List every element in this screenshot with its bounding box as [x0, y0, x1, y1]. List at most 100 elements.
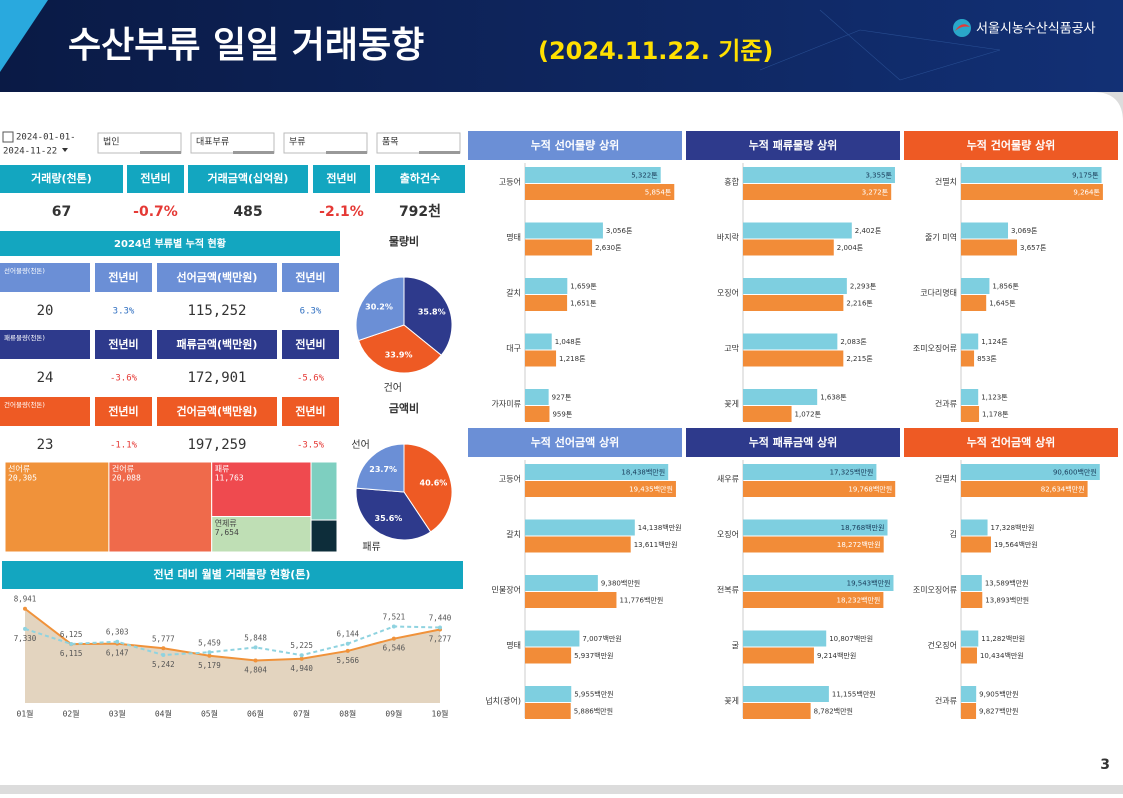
bar-label: 853톤	[977, 355, 997, 363]
bar-label: 11,282백만원	[981, 634, 1025, 643]
cum-header-label: 전년비	[108, 270, 138, 284]
bar	[743, 464, 877, 480]
area	[25, 608, 440, 703]
point	[23, 626, 27, 631]
category-label: 건과류	[935, 399, 957, 409]
point-label: 5,777	[152, 634, 175, 643]
kpi-header-label: 거래금액(십억원)	[208, 171, 289, 185]
bar	[961, 703, 977, 719]
point	[299, 653, 304, 658]
filter-label: 대표부류	[196, 137, 229, 148]
bar	[525, 350, 557, 367]
bar	[961, 647, 977, 664]
pie-value-label: 40.6%	[420, 479, 448, 488]
bar-label: 5,322톤	[631, 172, 658, 180]
bar	[961, 592, 983, 608]
bar-label: 1,178톤	[982, 411, 1009, 419]
bar-label: 3,272톤	[862, 189, 889, 197]
bar-label: 11,155백만원	[832, 690, 876, 699]
point-label: 6,144	[336, 630, 359, 639]
point-label: 7,277	[429, 635, 452, 644]
category-label: 꽃게	[724, 696, 739, 706]
bar-label: 9,264톤	[1073, 189, 1100, 197]
bar-label: 18,272백만원	[837, 540, 881, 549]
point	[23, 606, 27, 611]
bar-label: 1,124톤	[981, 338, 1008, 346]
bar	[743, 703, 811, 719]
cum-value: 172,901	[187, 370, 246, 386]
filter-dropdown	[190, 132, 275, 154]
cum-header-label: 건어물량(천톤)	[4, 400, 45, 409]
x-tick-label: 10월	[432, 709, 449, 719]
cum-header	[0, 397, 90, 426]
category-label: 민물장어	[492, 585, 521, 595]
pie-category-label: 건어	[384, 382, 402, 394]
panel-title-bar	[904, 131, 1118, 160]
filter-dropdown	[283, 132, 368, 154]
bar	[961, 333, 979, 350]
bar	[961, 184, 1103, 200]
point	[69, 641, 74, 646]
kpi-header	[375, 165, 465, 193]
panel-title: 누적 선어물량 상위	[531, 138, 620, 152]
kpi-header	[0, 165, 123, 193]
point	[207, 653, 212, 658]
kpi-header	[127, 165, 184, 193]
x-tick-label: 04월	[155, 709, 172, 719]
dropdown-caret	[62, 148, 68, 152]
bar	[743, 686, 829, 702]
category-label: 명태	[506, 640, 521, 650]
bar-label: 9,827백만원	[979, 707, 1018, 716]
bar-label: 9,380백만원	[601, 579, 640, 588]
cum-header	[157, 263, 277, 292]
category-label: 새우류	[717, 475, 739, 484]
cum-value: 23	[37, 437, 54, 453]
bar	[525, 464, 669, 480]
bar	[525, 222, 603, 239]
bar	[525, 630, 580, 647]
treemap-value: 11,763	[215, 474, 244, 483]
point-label: 5,848	[244, 633, 267, 642]
bar	[961, 295, 987, 311]
treemap-cell	[310, 519, 338, 553]
bar-label: 11,776백만원	[619, 596, 663, 605]
cum-header-label: 전년비	[108, 404, 138, 418]
point	[438, 625, 442, 630]
bar	[525, 295, 568, 311]
point-label: 7,330	[14, 634, 37, 643]
header-accent	[0, 0, 48, 72]
category-label: 갈치	[506, 289, 521, 298]
point-label: 7,521	[383, 612, 406, 621]
header-network	[759, 9, 1001, 81]
filter-bar	[326, 151, 367, 154]
bar	[743, 295, 844, 311]
point	[391, 636, 396, 641]
panel-title: 누적 패류금액 상위	[749, 435, 838, 449]
bar-label: 3,657톤	[1020, 244, 1047, 252]
category-label: 대구	[506, 344, 521, 353]
bar	[961, 575, 982, 591]
line	[24, 607, 441, 662]
bar	[525, 278, 568, 294]
category-label: 갈치	[506, 530, 521, 539]
bar-label: 5,937백만원	[574, 651, 613, 660]
bar-label: 13,893백만원	[985, 596, 1029, 605]
bar	[743, 575, 894, 591]
logo-mark	[955, 24, 970, 31]
kpi-value: 67	[52, 204, 71, 220]
cum-value: -3.5%	[297, 441, 325, 451]
point	[299, 656, 304, 661]
pie-slice	[355, 276, 405, 342]
pie-slice	[355, 487, 432, 541]
category-label: 가자미류	[492, 400, 521, 409]
cum-header	[0, 330, 90, 359]
bar-label: 1,659톤	[570, 283, 597, 291]
pie-category-label: 패류	[362, 541, 380, 553]
cum-header-label: 패류금액(백만원)	[177, 337, 258, 351]
kpi-header	[188, 165, 308, 193]
bar-label: 1,638톤	[820, 394, 847, 402]
date-to: 2024-11-22	[3, 147, 57, 157]
kpi-value: 792천	[399, 204, 441, 220]
panel-title-bar	[686, 131, 900, 160]
pie-value-label: 35.8%	[418, 307, 446, 316]
